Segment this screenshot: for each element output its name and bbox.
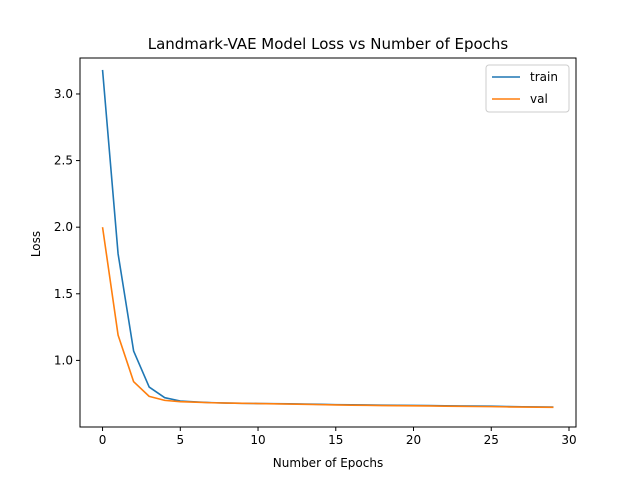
legend: train val	[485, 64, 570, 113]
x-tick-label: 15	[328, 433, 343, 447]
x-axis-label: Number of Epochs	[273, 456, 383, 470]
plot-frame	[79, 57, 577, 428]
y-axis-label: Loss	[29, 231, 43, 257]
legend-label-train: train	[530, 70, 558, 84]
y-tick-label: 3.0	[54, 87, 73, 101]
x-tick-label: 5	[176, 433, 184, 447]
x-tick-label: 30	[561, 433, 576, 447]
series-line-train	[101, 69, 554, 408]
y-tick-label: 2.5	[54, 154, 73, 168]
x-axis-ticks: 0 5 10 15 20 25 30	[99, 427, 577, 447]
x-tick-label: 20	[406, 433, 421, 447]
y-tick-label: 1.5	[54, 287, 73, 301]
y-axis-ticks: 1.0 1.5 2.0 2.5 3.0	[54, 87, 80, 367]
plot-area	[79, 57, 577, 428]
x-tick-label: 10	[250, 433, 265, 447]
chart-title: Landmark-VAE Model Loss vs Number of Epo…	[148, 35, 509, 53]
legend-label-val: val	[530, 92, 548, 106]
y-tick-label: 2.0	[54, 220, 73, 234]
y-tick-label: 1.0	[54, 353, 73, 367]
x-tick-label: 25	[484, 433, 499, 447]
x-tick-label: 0	[99, 433, 107, 447]
series-layer	[101, 69, 554, 409]
series-line-val	[101, 227, 554, 409]
